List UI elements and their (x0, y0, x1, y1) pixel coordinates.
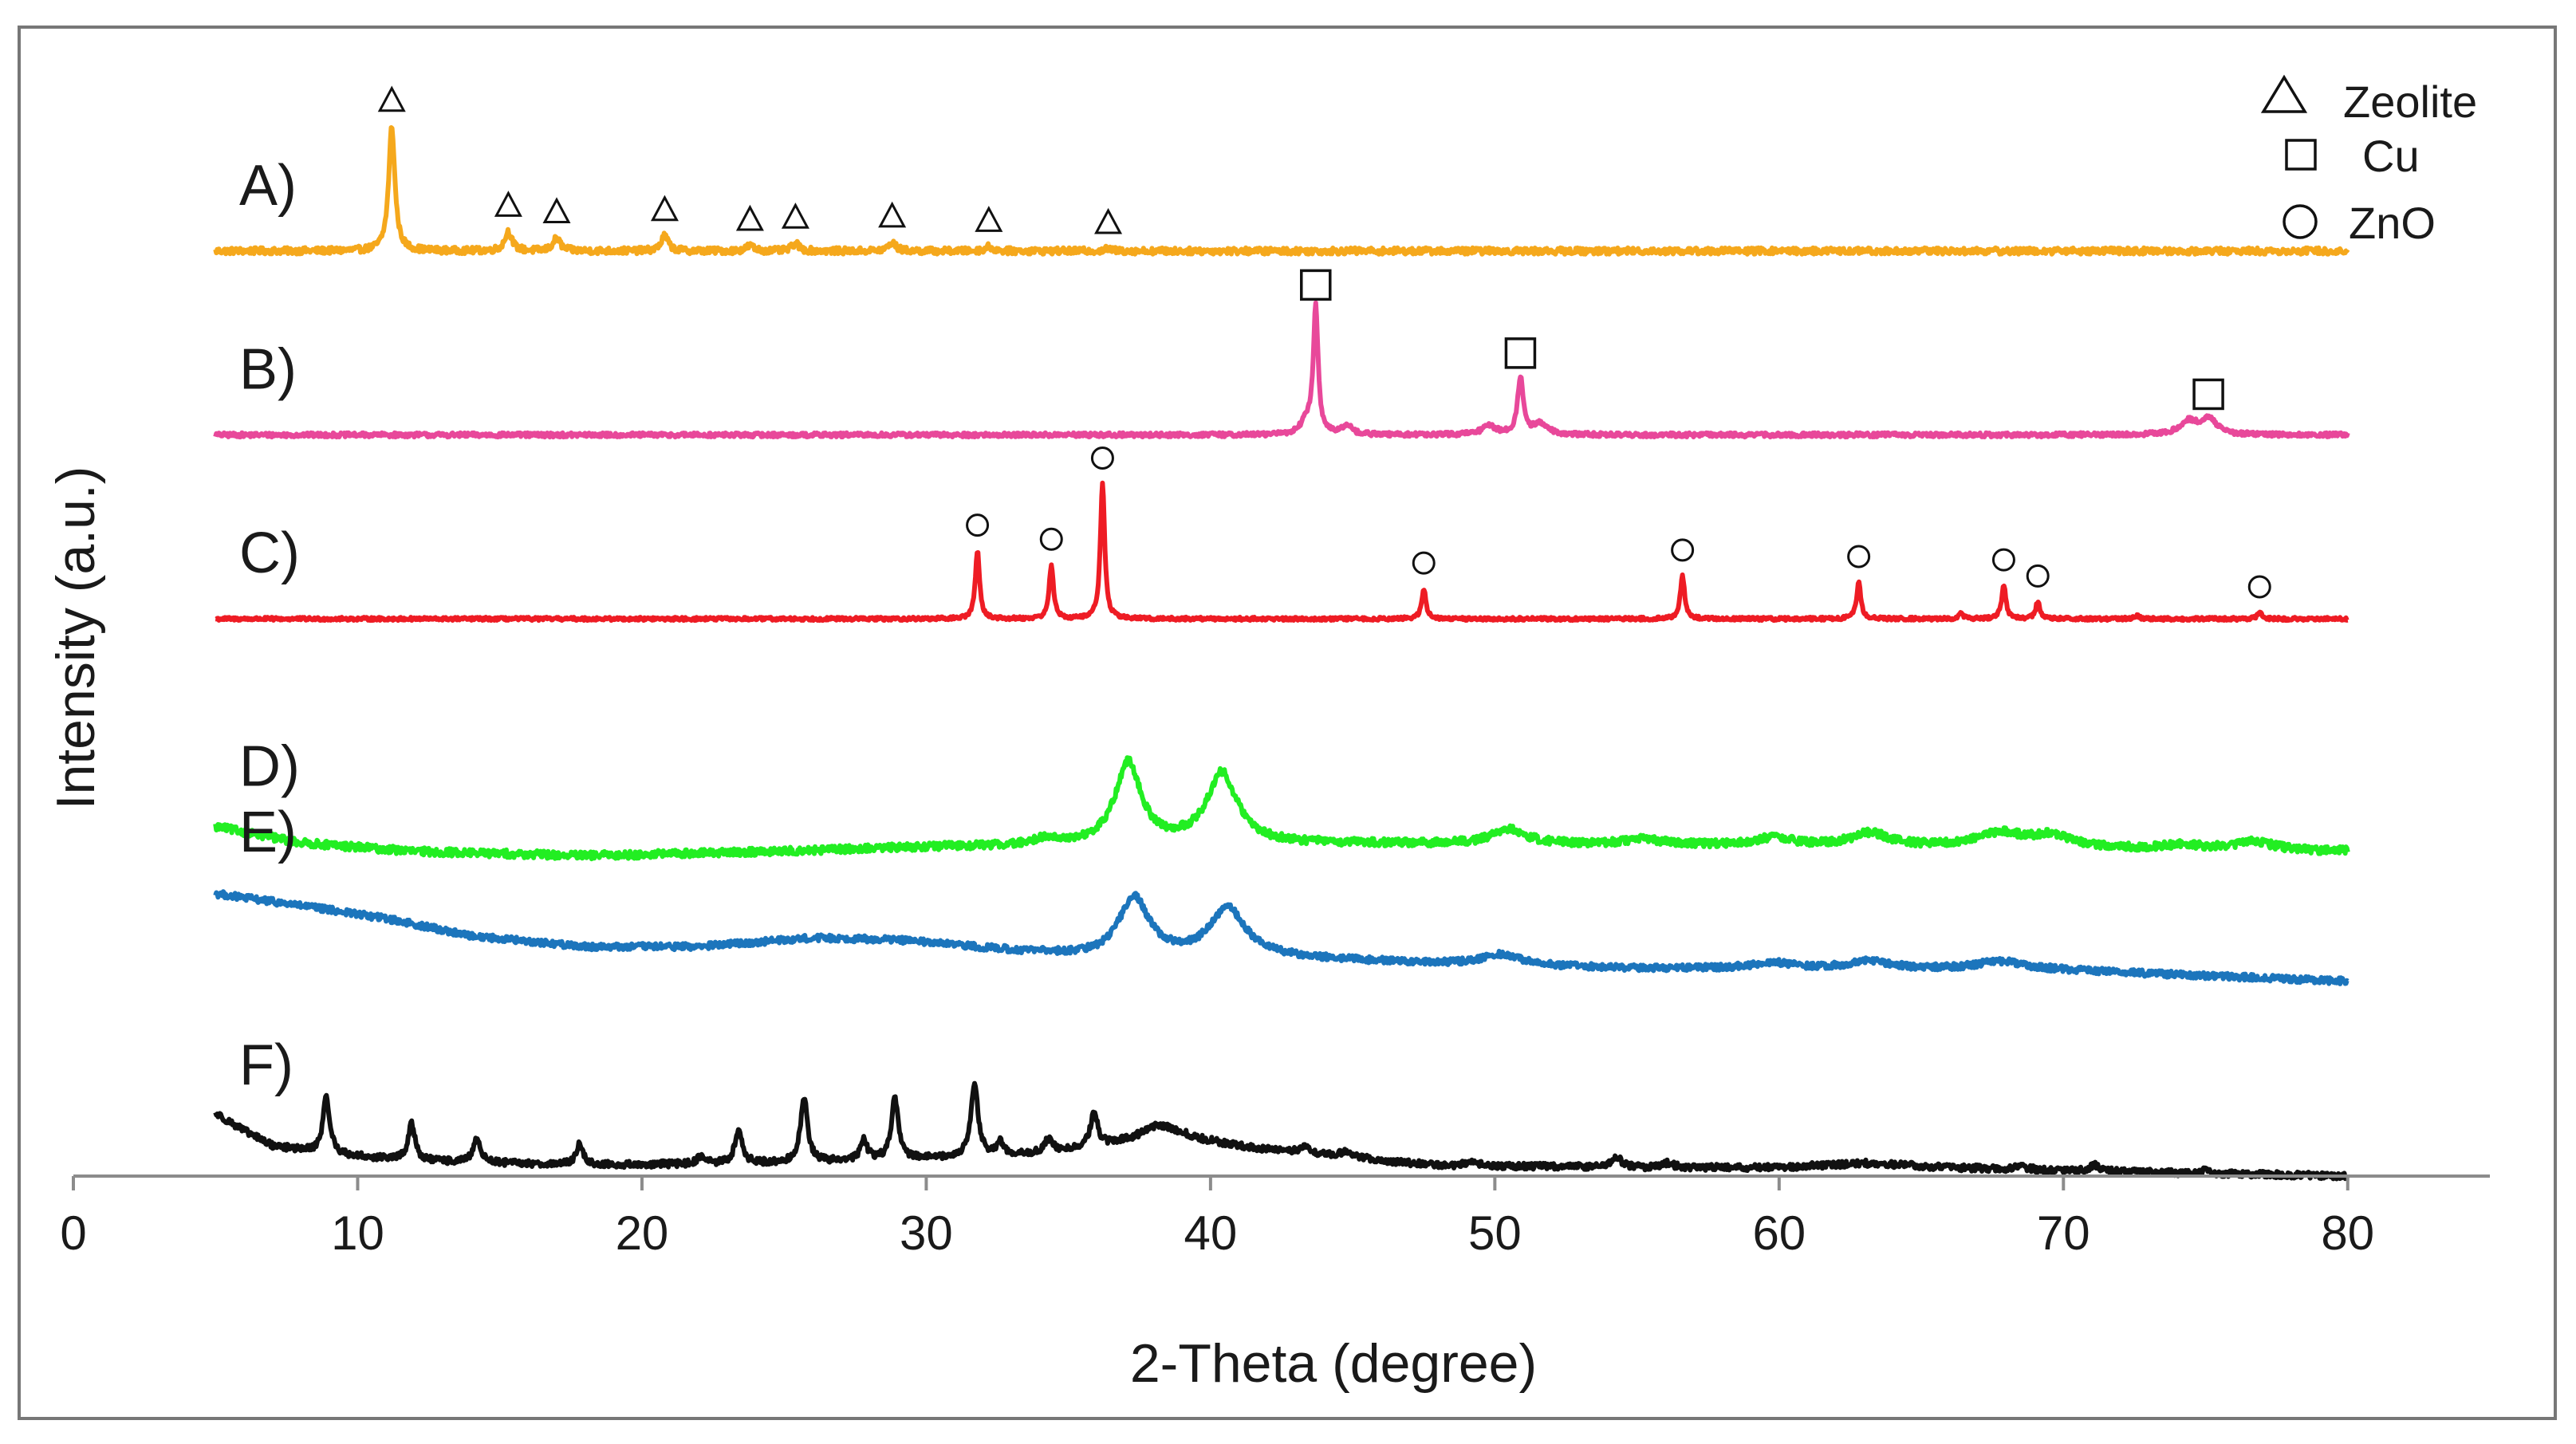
series-name-label: C) (239, 521, 300, 585)
zno-peak-marker (1671, 538, 1695, 562)
zeolite-peak-marker (975, 206, 1003, 232)
zeolite-peak-marker (781, 203, 809, 229)
zeolite-peak-marker (542, 197, 571, 223)
legend-label-zeolite: Zeolite (2343, 77, 2477, 127)
y-axis-title: Intensity (a.u.) (45, 466, 106, 810)
zeolite-peak-marker (494, 191, 522, 217)
series-line-6 (213, 1080, 2350, 1182)
x-tick-label: 40 (1184, 1206, 1238, 1260)
series-name-label: D) (239, 735, 300, 799)
x-tick-label: 20 (616, 1206, 669, 1260)
zno-peak-marker (1847, 545, 1871, 569)
legend-label-cu: Cu (2362, 131, 2420, 181)
x-tick-label: 80 (2321, 1206, 2374, 1260)
series-line-5 (213, 889, 2350, 986)
x-tick-label: 30 (900, 1206, 953, 1260)
zno-peak-marker (2026, 564, 2050, 588)
series-line-3 (214, 480, 2350, 624)
cu-peak-marker (1300, 269, 1332, 301)
series-name-label: F) (239, 1033, 293, 1097)
cu-peak-marker (2192, 378, 2224, 411)
x-axis-title: 2-Theta (degree) (1130, 1333, 1537, 1394)
series-line-1 (213, 125, 2350, 257)
zeolite-peak-marker (377, 85, 406, 112)
zno-peak-marker (1039, 527, 1063, 551)
x-tick-label: 70 (2037, 1206, 2090, 1260)
zno-peak-marker (966, 513, 990, 537)
zno-peak-marker (1412, 551, 1436, 575)
chart-frame (18, 26, 2557, 1420)
zno-peak-marker (1991, 548, 2015, 572)
legend-circle-icon (2283, 204, 2318, 239)
series-name-label: A) (239, 154, 297, 218)
x-tick-label: 50 (1468, 1206, 1522, 1260)
zno-peak-marker (2247, 575, 2271, 599)
x-axis: 0 10 20 30 40 50 60 70 80 (60, 1174, 2490, 1260)
series-layer (213, 125, 2350, 1182)
zeolite-peak-marker (735, 204, 764, 231)
legend-square-icon (2285, 139, 2317, 171)
series-name-label: B) (239, 338, 297, 402)
series-line-4 (213, 755, 2350, 862)
x-tick-label: 60 (1752, 1206, 1806, 1260)
series-line-2 (213, 300, 2350, 440)
series-name-label: E) (239, 801, 297, 864)
legend-label-zno: ZnO (2349, 198, 2436, 248)
series-label-layer: A) B) C) D)E) F) (239, 154, 300, 1097)
x-tick-label: 0 (60, 1206, 86, 1260)
zeolite-peak-marker (878, 201, 907, 228)
marker-layer (377, 85, 2271, 599)
legend-triangle-icon (2260, 74, 2308, 113)
zno-peak-marker (1090, 447, 1114, 470)
legend: Zeolite Cu ZnO (2260, 74, 2477, 248)
zeolite-peak-marker (650, 195, 679, 222)
cu-peak-marker (1504, 337, 1537, 369)
zeolite-peak-marker (1094, 207, 1123, 234)
x-tick-label: 10 (331, 1206, 384, 1260)
